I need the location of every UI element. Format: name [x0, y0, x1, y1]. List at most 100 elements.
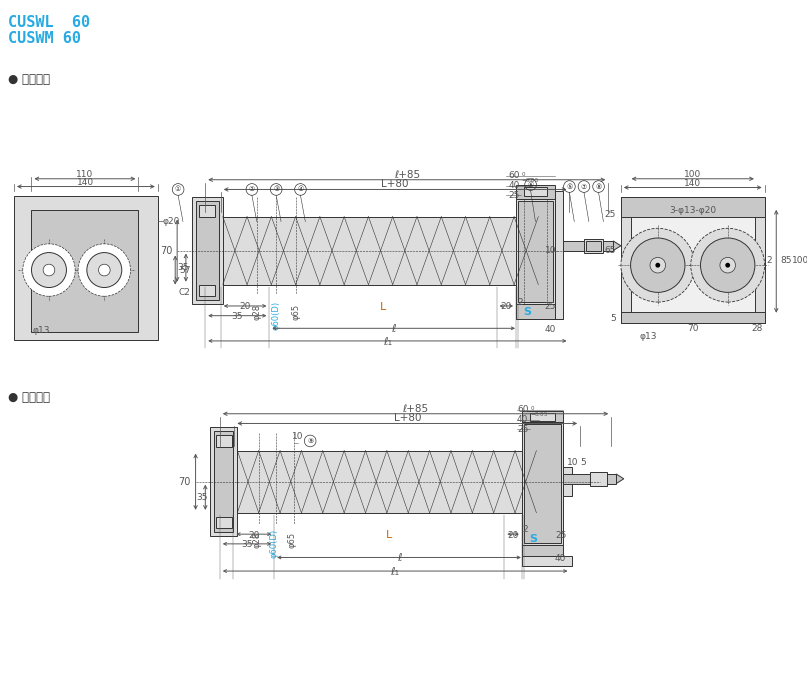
Text: 70: 70 [178, 477, 190, 487]
Polygon shape [516, 199, 555, 304]
Polygon shape [216, 517, 232, 528]
Text: $^0_{-0.05}$: $^0_{-0.05}$ [529, 404, 548, 419]
Polygon shape [522, 556, 572, 566]
Circle shape [691, 228, 764, 302]
Polygon shape [216, 435, 232, 447]
Text: ℓ₁: ℓ₁ [383, 337, 392, 347]
Circle shape [650, 257, 666, 273]
Text: 40: 40 [517, 415, 529, 424]
Text: φ13: φ13 [32, 326, 50, 334]
Polygon shape [522, 411, 562, 422]
Text: L+80: L+80 [382, 179, 409, 190]
Text: 35: 35 [232, 312, 243, 321]
Text: CUSWL  60: CUSWL 60 [8, 15, 90, 30]
Text: ℓ₁: ℓ₁ [391, 567, 399, 577]
Polygon shape [621, 197, 764, 217]
Circle shape [43, 264, 55, 276]
Polygon shape [590, 472, 608, 485]
Text: ℓ+85: ℓ+85 [403, 403, 429, 414]
Circle shape [87, 253, 122, 288]
Circle shape [655, 263, 660, 267]
Text: S: S [524, 307, 532, 317]
Text: L: L [387, 530, 392, 540]
Text: 10: 10 [546, 246, 557, 255]
Text: 40: 40 [555, 554, 567, 563]
Text: 20: 20 [249, 531, 260, 540]
Text: φ13: φ13 [639, 332, 657, 341]
Text: 28: 28 [751, 324, 763, 333]
Text: 2: 2 [517, 298, 523, 307]
Text: 70: 70 [160, 246, 172, 256]
Circle shape [725, 263, 730, 267]
Text: 20: 20 [500, 303, 512, 311]
Text: 25: 25 [508, 191, 520, 200]
Polygon shape [31, 210, 138, 332]
Polygon shape [586, 241, 601, 250]
Polygon shape [562, 474, 616, 483]
Text: ③: ③ [273, 186, 279, 192]
Polygon shape [199, 284, 215, 297]
Text: ● 双弹簧型: ● 双弹簧型 [8, 391, 50, 404]
Polygon shape [562, 467, 572, 496]
Text: ④: ④ [297, 186, 303, 192]
Polygon shape [522, 422, 562, 545]
Text: 3-φ13-φ20: 3-φ13-φ20 [669, 206, 717, 215]
Polygon shape [199, 205, 215, 217]
Polygon shape [616, 474, 624, 483]
Text: S: S [529, 534, 537, 544]
Polygon shape [214, 431, 233, 532]
Text: 10: 10 [567, 458, 578, 467]
Text: 35: 35 [197, 493, 208, 502]
Text: ℓ+85: ℓ+85 [394, 170, 420, 179]
Text: L+80: L+80 [394, 414, 421, 423]
Circle shape [98, 264, 110, 276]
Text: $^0_{-0.05}$: $^0_{-0.05}$ [521, 171, 539, 185]
Text: 25: 25 [555, 531, 567, 540]
Text: 5: 5 [610, 314, 616, 323]
Text: φ65: φ65 [291, 304, 300, 320]
Text: ℓ: ℓ [397, 553, 401, 563]
Circle shape [621, 228, 695, 302]
Text: CUSWM 60: CUSWM 60 [8, 31, 82, 46]
Polygon shape [237, 451, 522, 512]
Polygon shape [621, 312, 764, 324]
Text: φ28: φ28 [253, 304, 261, 320]
Circle shape [31, 253, 66, 288]
Polygon shape [630, 215, 755, 317]
Circle shape [700, 238, 755, 292]
Polygon shape [516, 185, 555, 199]
Text: φ28: φ28 [253, 532, 261, 548]
Polygon shape [555, 241, 613, 250]
Text: 140: 140 [77, 177, 94, 187]
Polygon shape [192, 197, 223, 304]
Text: 100: 100 [792, 256, 807, 265]
Text: ⑤: ⑤ [567, 183, 572, 190]
Text: 85: 85 [780, 256, 792, 265]
Text: ⑨: ⑨ [307, 438, 313, 444]
Circle shape [78, 244, 131, 297]
Text: φ60(D): φ60(D) [270, 529, 278, 559]
Text: φ20: φ20 [162, 217, 180, 226]
Text: 25: 25 [544, 303, 556, 311]
Text: 10: 10 [292, 431, 303, 441]
Polygon shape [518, 201, 553, 302]
Text: φ60(D): φ60(D) [272, 301, 281, 330]
Text: φ65: φ65 [287, 532, 296, 548]
Circle shape [23, 244, 75, 297]
Polygon shape [613, 241, 621, 250]
Circle shape [630, 238, 685, 292]
Polygon shape [516, 304, 555, 319]
Text: 100: 100 [684, 170, 701, 179]
Text: 20: 20 [508, 531, 519, 540]
Circle shape [720, 257, 735, 273]
Polygon shape [223, 217, 516, 284]
Text: 2: 2 [767, 256, 772, 265]
Text: 35: 35 [241, 540, 253, 549]
Text: 40: 40 [508, 181, 520, 190]
Text: 2: 2 [523, 525, 529, 533]
Text: 110: 110 [77, 170, 94, 179]
Text: ①: ① [175, 186, 182, 192]
Text: 40: 40 [544, 325, 556, 334]
Text: 5: 5 [580, 458, 586, 467]
Text: 60: 60 [508, 171, 520, 180]
